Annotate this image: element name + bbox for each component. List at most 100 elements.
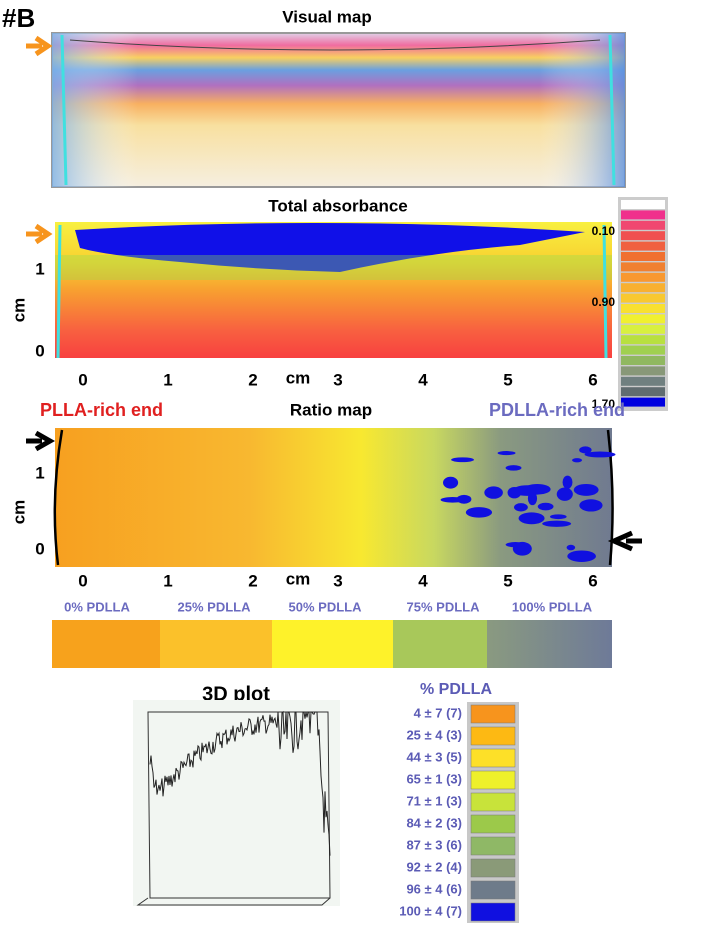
composition-strip xyxy=(52,620,612,668)
legend-swatch xyxy=(470,792,516,812)
colorbar-step xyxy=(621,283,665,293)
arrow xyxy=(26,223,53,245)
colorbar-step xyxy=(621,241,665,251)
x-tick-label: 3 xyxy=(333,571,342,590)
colorbar-step xyxy=(621,272,665,282)
total-absorbance-title: Total absorbance xyxy=(268,196,408,215)
patch xyxy=(566,544,576,551)
colorbar-step xyxy=(621,210,665,220)
legend-swatch xyxy=(470,704,516,724)
patch xyxy=(497,451,516,456)
x-tick-label: 5 xyxy=(503,370,512,389)
colorbar-step xyxy=(621,356,665,365)
y-axis-label: cm xyxy=(9,298,28,323)
x-tick-label: 4 xyxy=(418,370,428,389)
patch xyxy=(505,465,522,471)
colorbar-step xyxy=(621,335,665,345)
total-absorbance-image xyxy=(55,222,612,359)
visual-map-image xyxy=(51,32,626,188)
colorbar-step xyxy=(621,314,665,324)
legend-swatch xyxy=(470,836,516,856)
patch xyxy=(573,483,599,496)
composition-label: 100% PDLLA xyxy=(512,599,593,614)
colorbar-step xyxy=(621,293,665,303)
legend-title: % PDLLA xyxy=(420,681,492,698)
arrow xyxy=(607,530,642,552)
colorbar-step xyxy=(621,345,665,355)
patch xyxy=(562,475,573,489)
colorbar-step xyxy=(621,376,665,386)
legend-label: 65 ± 1 (3) xyxy=(406,771,462,786)
legend-swatch xyxy=(470,770,516,790)
patch xyxy=(518,512,545,525)
ratio-map-title: Ratio map xyxy=(290,400,372,419)
legend-label: 4 ± 7 (7) xyxy=(414,705,462,720)
left-end-label: PLLA-rich end xyxy=(40,400,163,420)
y-tick-label: 1 xyxy=(35,259,44,278)
y-axis-label: cm xyxy=(9,500,28,525)
patch xyxy=(542,520,572,527)
composition-label: 25% PDLLA xyxy=(178,599,252,614)
legend-swatch xyxy=(470,726,516,746)
patch xyxy=(549,514,567,520)
right-end-label: PDLLA-rich end xyxy=(489,400,625,420)
patch xyxy=(443,476,459,489)
colorbar-step xyxy=(621,304,665,313)
colorbar-step xyxy=(621,200,665,209)
y-tick-label: 0 xyxy=(35,341,44,360)
legend-label: 25 ± 4 (3) xyxy=(406,727,462,742)
legend-swatch xyxy=(470,902,516,922)
x-tick-label: 1 xyxy=(163,571,172,590)
legend-label: 84 ± 2 (3) xyxy=(406,815,462,830)
colorbar-step xyxy=(621,231,665,241)
x-tick-label: 5 xyxy=(503,571,512,590)
legend-swatch xyxy=(470,858,516,878)
patch xyxy=(584,451,616,458)
patch xyxy=(556,487,573,501)
colorbar-step xyxy=(621,366,665,376)
legend-label: 100 ± 4 (7) xyxy=(399,903,462,918)
x-axis-label: cm xyxy=(286,368,311,387)
legend-label: 71 ± 1 (3) xyxy=(406,793,462,808)
patch xyxy=(513,503,528,512)
patch xyxy=(579,499,603,512)
x-tick-label: 2 xyxy=(248,370,257,389)
x-axis-label: cm xyxy=(286,569,311,588)
colorbar-step xyxy=(621,397,665,407)
x-tick-label: 0 xyxy=(78,370,87,389)
patch xyxy=(537,502,554,511)
legend-label: 44 ± 3 (5) xyxy=(406,749,462,764)
y-tick-label: 1 xyxy=(35,463,44,482)
colorbar-step xyxy=(621,262,665,272)
colorbar-step xyxy=(621,252,665,261)
colorbar-step xyxy=(621,220,665,230)
patch xyxy=(512,485,542,496)
colorbar-label: 0.90 xyxy=(592,295,616,309)
visual-map-title: Visual map xyxy=(282,7,371,26)
colorbar xyxy=(618,197,668,411)
legend-label: 96 ± 4 (6) xyxy=(406,881,462,896)
ratio-map-image xyxy=(53,428,616,567)
legend-swatch xyxy=(470,880,516,900)
arrow xyxy=(26,430,56,452)
plot-3d-title: 3D plot xyxy=(202,683,270,705)
legend-swatch xyxy=(470,748,516,768)
patch xyxy=(484,486,503,499)
legend-label: 92 ± 2 (4) xyxy=(406,859,462,874)
x-tick-label: 6 xyxy=(588,571,597,590)
colorbar-label: 1.70 xyxy=(592,397,616,411)
arrow xyxy=(26,35,53,57)
patch xyxy=(512,541,532,556)
legend-label: 87 ± 3 (6) xyxy=(406,837,462,852)
colorbar-step xyxy=(621,324,665,334)
composition-label: 50% PDLLA xyxy=(289,599,363,614)
x-tick-label: 2 xyxy=(248,571,257,590)
patch xyxy=(456,494,472,504)
patch xyxy=(465,507,493,518)
x-tick-label: 6 xyxy=(588,370,597,389)
colorbar-label: 0.10 xyxy=(592,224,616,238)
panel-label: #B xyxy=(2,3,35,33)
x-tick-label: 3 xyxy=(333,370,342,389)
x-tick-label: 1 xyxy=(163,370,172,389)
